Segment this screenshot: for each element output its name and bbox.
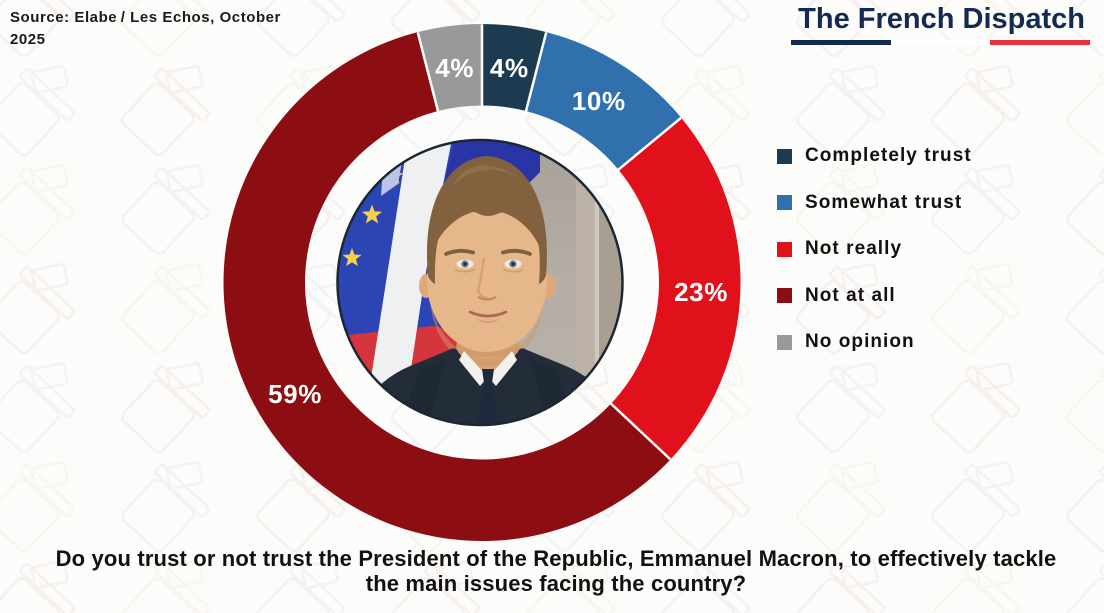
- svg-text:4%: 4%: [490, 53, 529, 83]
- svg-text:23%: 23%: [674, 277, 728, 307]
- svg-text:10%: 10%: [572, 86, 626, 116]
- svg-text:59%: 59%: [268, 379, 322, 409]
- svg-text:4%: 4%: [435, 53, 474, 83]
